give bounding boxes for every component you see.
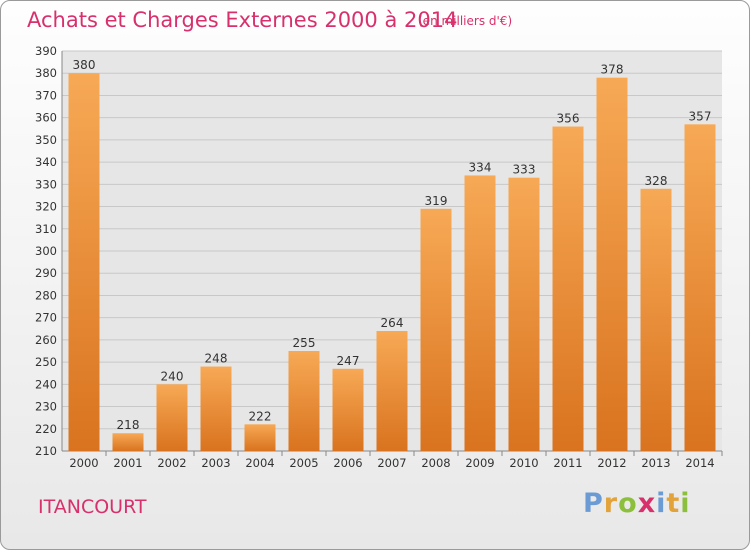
data-label: 378: [601, 63, 624, 77]
bar: [244, 424, 276, 451]
x-tick-label: 2008: [421, 456, 450, 470]
chart-unit-label: (en milliers d'€): [418, 14, 513, 28]
logo-letter: i: [680, 488, 691, 519]
data-label: 328: [645, 174, 668, 188]
x-tick-label: 2002: [157, 456, 186, 470]
x-tick-label: 2009: [465, 456, 494, 470]
y-tick-label: 230: [35, 400, 57, 414]
y-tick-label: 380: [35, 66, 57, 80]
y-tick-label: 220: [35, 422, 57, 436]
y-tick-label: 310: [35, 222, 57, 236]
x-tick-label: 2010: [509, 456, 538, 470]
bar: [332, 368, 364, 451]
data-label: 240: [161, 369, 184, 383]
data-label: 333: [513, 163, 536, 177]
data-label: 248: [205, 352, 228, 366]
y-tick-label: 300: [35, 244, 57, 258]
bar: [200, 366, 232, 451]
chart-title: Achats et Charges Externes 2000 à 2014: [27, 8, 458, 32]
bar: [508, 177, 540, 451]
logo-letter: o: [618, 488, 638, 519]
bar: [376, 331, 408, 451]
y-tick-label: 290: [35, 266, 57, 280]
y-tick-label: 350: [35, 133, 57, 147]
data-label: 247: [337, 354, 360, 368]
y-tick-label: 360: [35, 111, 57, 125]
bar: [640, 188, 672, 451]
bar: [112, 433, 144, 451]
x-tick-label: 2003: [201, 456, 230, 470]
logo-letter: r: [603, 488, 619, 519]
logo-letter: i: [656, 488, 667, 519]
bar: [420, 208, 452, 451]
x-tick-label: 2013: [641, 456, 670, 470]
y-tick-label: 240: [35, 377, 57, 391]
y-tick-label: 210: [35, 444, 57, 458]
x-tick-label: 2007: [377, 456, 406, 470]
logo-letter: t: [666, 488, 681, 519]
data-label: 356: [557, 112, 580, 126]
data-label: 222: [249, 409, 272, 423]
bar: [464, 175, 496, 451]
x-tick-label: 2005: [289, 456, 318, 470]
bar: [156, 384, 188, 451]
data-label: 255: [293, 336, 316, 350]
x-tick-label: 2004: [245, 456, 274, 470]
data-label: 218: [117, 418, 140, 432]
bar: [684, 124, 716, 451]
data-label: 264: [381, 316, 404, 330]
y-tick-label: 250: [35, 355, 57, 369]
data-label: 319: [425, 194, 448, 208]
x-tick-label: 2006: [333, 456, 362, 470]
place-name: ITANCOURT: [38, 496, 147, 518]
x-tick-label: 2001: [113, 456, 142, 470]
x-tick-label: 2012: [597, 456, 626, 470]
logo-letter: P: [583, 488, 604, 519]
bar: [68, 73, 100, 451]
y-tick-label: 340: [35, 155, 57, 169]
proxiti-logo: Proxiti: [583, 488, 691, 519]
logo-letter: x: [637, 488, 657, 519]
y-tick-label: 260: [35, 333, 57, 347]
x-tick-label: 2000: [69, 456, 98, 470]
y-tick-label: 270: [35, 311, 57, 325]
y-tick-label: 390: [35, 44, 57, 58]
data-label: 380: [73, 58, 96, 72]
x-tick-label: 2014: [685, 456, 714, 470]
x-tick-label: 2011: [553, 456, 582, 470]
y-tick-label: 370: [35, 88, 57, 102]
y-tick-label: 280: [35, 288, 57, 302]
data-label: 357: [689, 109, 712, 123]
bar: [596, 77, 628, 452]
y-tick-label: 320: [35, 200, 57, 214]
bar: [288, 351, 320, 451]
data-label: 334: [469, 160, 492, 174]
y-tick-label: 330: [35, 177, 57, 191]
bar: [552, 126, 584, 452]
